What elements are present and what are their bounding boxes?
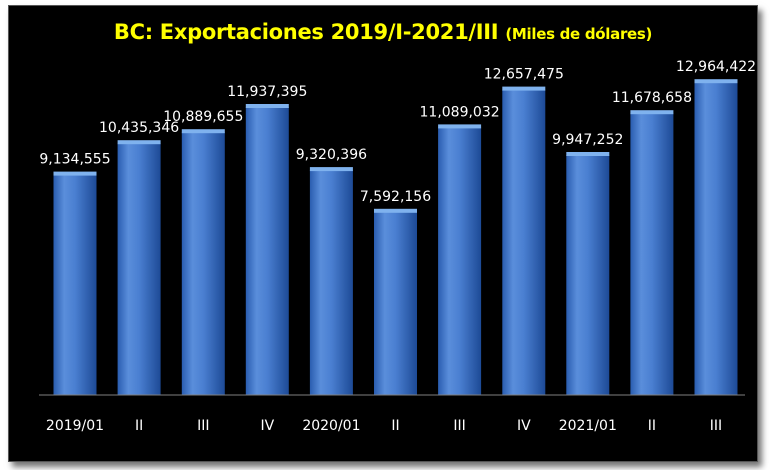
chart-title: BC: Exportaciones 2019/I-2021/III (Miles…	[9, 20, 757, 44]
x-tick-label-9: II	[648, 418, 656, 434]
bar-1	[117, 143, 161, 395]
x-tick-label-5: II	[391, 418, 399, 434]
labels-layer: 9,134,555 2019/01 10,435,346 II 10,889,655 II…	[39, 59, 756, 434]
bar-top-6	[438, 124, 482, 129]
x-tick-label-8: 2021/01	[559, 418, 617, 434]
bar-10	[694, 82, 738, 395]
data-label-5: 7,592,156	[360, 189, 431, 205]
data-label-8: 9,947,252	[552, 132, 623, 148]
data-label-10: 12,964,422	[676, 59, 756, 75]
bar-top-3	[245, 104, 289, 108]
bar-5	[374, 211, 417, 395]
chart-frame: BC: Exportaciones 2019/I-2021/III (Miles…	[8, 5, 758, 462]
bar-6	[438, 127, 482, 396]
data-label-4: 9,320,396	[296, 147, 367, 163]
bars-layer	[53, 79, 738, 396]
x-tick-label-6: III	[453, 418, 465, 434]
data-label-0: 9,134,555	[39, 152, 110, 168]
bar-chart: 9,134,555 2019/01 10,435,346 II 10,889,655 II…	[39, 59, 756, 434]
chart-title-text: BC: Exportaciones 2019/I-2021/III	[113, 20, 499, 44]
x-tick-label-1: II	[135, 418, 143, 434]
x-tick-label-7: IV	[517, 418, 531, 434]
x-tick-label-3: IV	[260, 418, 274, 434]
data-label-2: 10,889,655	[163, 109, 243, 125]
bar-top-10	[694, 79, 738, 84]
bar-top-2	[181, 129, 225, 134]
bar-9	[630, 113, 674, 395]
bar-0	[53, 174, 97, 395]
data-label-7: 12,657,475	[484, 67, 564, 83]
bar-top-4	[309, 167, 353, 172]
data-label-6: 11,089,032	[420, 104, 500, 120]
bar-top-8	[566, 152, 610, 156]
bar-4	[309, 170, 353, 395]
bar-top-9	[630, 110, 674, 115]
bar-top-1	[117, 140, 161, 145]
bar-3	[245, 107, 289, 395]
x-tick-label-0: 2019/01	[46, 418, 104, 434]
bar-top-7	[502, 86, 546, 91]
bar-8	[566, 155, 610, 395]
chart-subtitle: (Miles de dólares)	[505, 25, 653, 43]
bar-7	[502, 89, 546, 395]
bar-2	[181, 132, 225, 395]
x-tick-label-2: III	[197, 418, 209, 434]
x-tick-label-10: III	[710, 418, 722, 434]
bar-top-0	[53, 171, 97, 176]
bar-top-5	[374, 208, 417, 213]
data-label-1: 10,435,346	[99, 120, 179, 136]
data-label-3: 11,937,395	[227, 84, 307, 100]
data-label-9: 11,678,658	[612, 90, 692, 106]
x-tick-label-4: 2020/01	[302, 418, 360, 434]
